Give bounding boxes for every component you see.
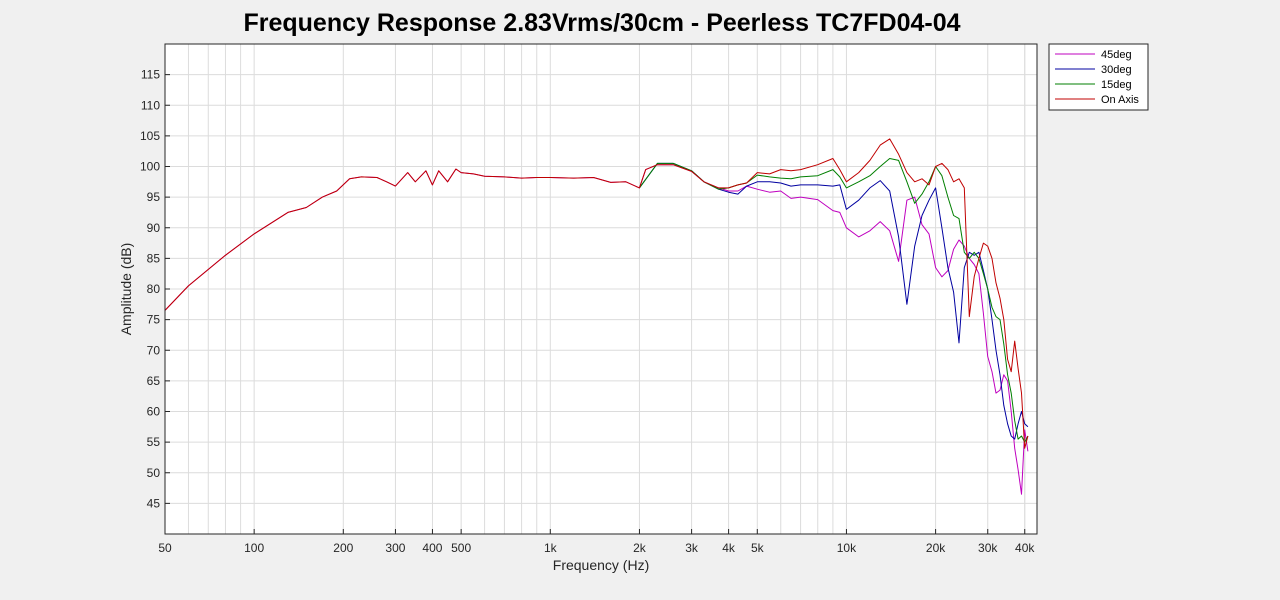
x-tick-label: 10k — [837, 541, 857, 555]
y-tick-label: 95 — [147, 190, 161, 204]
y-tick-label: 45 — [147, 496, 161, 510]
y-tick-label: 90 — [147, 221, 161, 235]
y-tick-label: 60 — [147, 405, 161, 419]
y-tick-label: 85 — [147, 251, 161, 265]
x-tick-label: 40k — [1015, 541, 1035, 555]
y-tick-label: 55 — [147, 435, 161, 449]
x-tick-label: 20k — [926, 541, 946, 555]
x-tick-label: 1k — [544, 541, 558, 555]
legend-label: 15deg — [1101, 79, 1132, 91]
x-tick-label: 2k — [633, 541, 647, 555]
y-tick-label: 65 — [147, 374, 161, 388]
x-tick-label: 30k — [978, 541, 998, 555]
y-tick-label: 115 — [141, 68, 160, 82]
series-lines — [164, 138, 1029, 495]
x-tick-label: 3k — [685, 541, 699, 555]
legend-label: 30deg — [1101, 64, 1132, 76]
series-line-on-axis — [164, 138, 1029, 449]
y-tick-label: 80 — [147, 282, 161, 296]
x-axis-ticks: 50 100 200 300 400 500 1k 2k 3k 4k 5k 10k 20k 30k 40k — [158, 529, 1035, 555]
y-tick-label: 75 — [147, 313, 161, 327]
y-axis-ticks: 45 50 55 60 65 70 75 80 85 90 95 100 105 110 115 — [140, 68, 170, 510]
legend-label: 45deg — [1101, 49, 1132, 61]
y-tick-label: 70 — [147, 343, 161, 357]
x-tick-label: 100 — [244, 541, 264, 555]
y-tick-label: 105 — [140, 129, 160, 143]
plot-frame — [164, 43, 1038, 535]
y-axis-label: Amplitude (dB) — [118, 243, 134, 336]
legend-label: On Axis — [1101, 94, 1139, 106]
x-tick-label: 50 — [158, 541, 172, 555]
x-axis-label: Frequency (Hz) — [553, 557, 649, 573]
series-line-30deg — [638, 162, 1029, 440]
chart-title: Frequency Response 2.83Vrms/30cm - Peerl… — [243, 9, 960, 37]
x-tick-label: 400 — [422, 541, 442, 555]
grid-lines — [164, 44, 1037, 534]
x-tick-label: 4k — [722, 541, 736, 555]
chart-legend: 45deg 30deg 15deg On Axis — [1048, 43, 1149, 111]
y-tick-label: 50 — [147, 466, 161, 480]
x-tick-label: 500 — [451, 541, 471, 555]
y-tick-label: 110 — [141, 98, 160, 112]
x-tick-label: 5k — [751, 541, 765, 555]
x-tick-label: 200 — [333, 541, 353, 555]
y-tick-label: 100 — [140, 160, 160, 174]
x-tick-label: 300 — [385, 541, 405, 555]
